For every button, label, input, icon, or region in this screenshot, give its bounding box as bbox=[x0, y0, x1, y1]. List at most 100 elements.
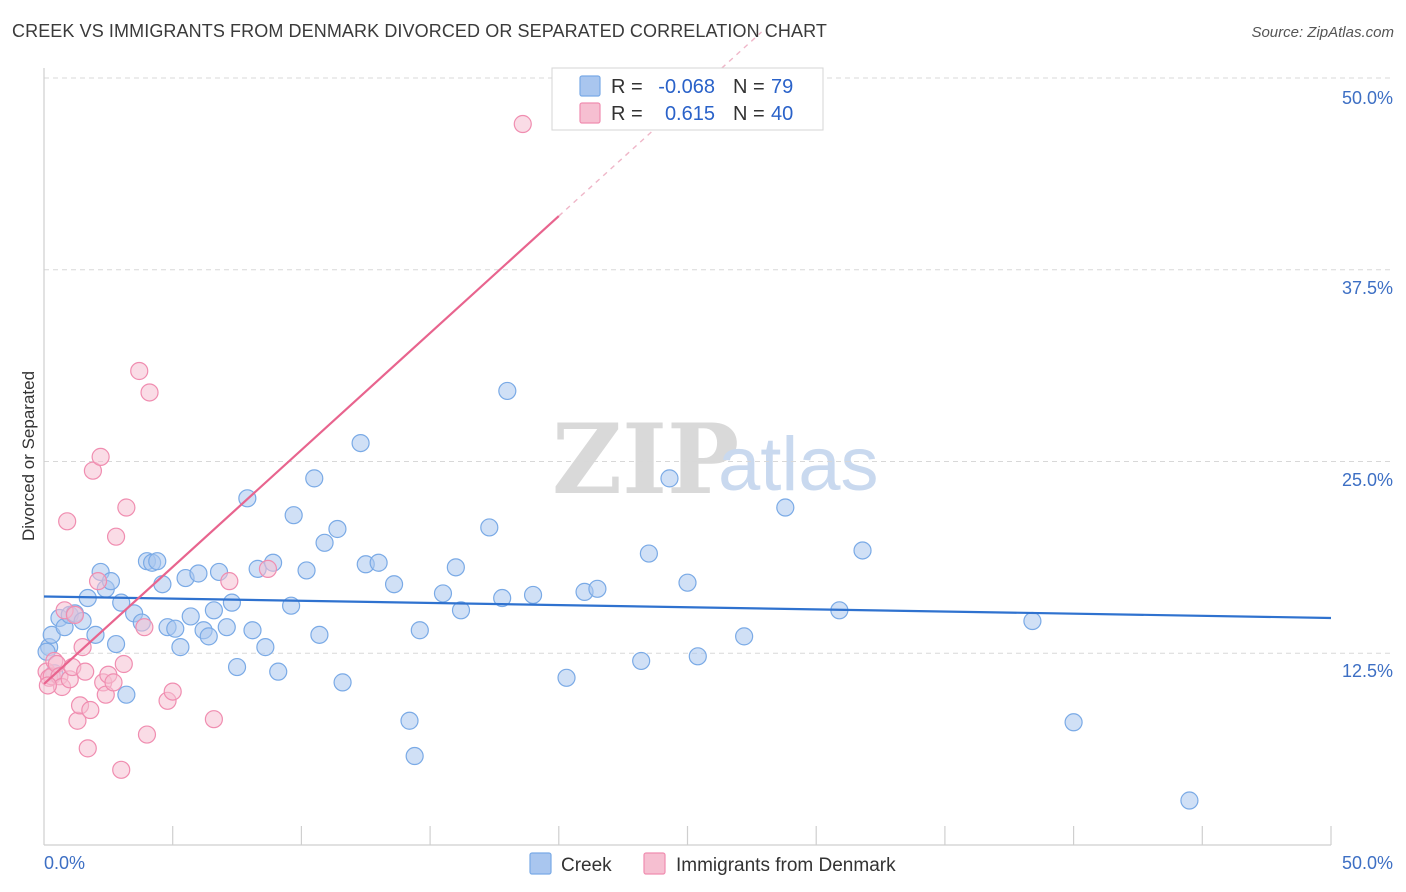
denmark-point-20 bbox=[91, 447, 110, 466]
creek-point-76 bbox=[1064, 713, 1083, 732]
y-tick-label-12-5: 12.5% bbox=[1342, 661, 1393, 681]
legend-bottom-label-denmark: Immigrants from Denmark bbox=[676, 855, 896, 876]
creek-point-44 bbox=[305, 469, 324, 488]
denmark-point-28 bbox=[112, 760, 131, 779]
denmark-point-30 bbox=[135, 618, 154, 637]
legend-r-value-creek: -0.068 bbox=[658, 76, 715, 98]
denmark-point-27 bbox=[117, 498, 136, 517]
x-axis-ticks bbox=[172, 826, 1332, 845]
denmark-point-15 bbox=[76, 662, 95, 681]
creek-point-53 bbox=[400, 711, 419, 730]
legend-stats: R = -0.068 N = 79 R = 0.615 N = 40 bbox=[551, 67, 824, 131]
legend-r-label-creek: R = bbox=[611, 76, 643, 98]
creek-point-29 bbox=[199, 627, 218, 646]
creek-point-43 bbox=[297, 561, 316, 580]
creek-point-20 bbox=[148, 552, 167, 571]
creek-point-57 bbox=[446, 558, 465, 577]
denmark-point-24 bbox=[104, 673, 123, 692]
creek-point-61 bbox=[498, 381, 517, 401]
denmark-point-25 bbox=[106, 527, 126, 546]
creek-point-36 bbox=[243, 621, 262, 640]
creek-point-68 bbox=[660, 469, 679, 488]
legend-series: Creek Immigrants from Denmark bbox=[529, 852, 896, 876]
creek-point-21 bbox=[153, 575, 172, 594]
creek-point-45 bbox=[310, 625, 329, 644]
chart-title: CREEK VS IMMIGRANTS FROM DENMARK DIVORCE… bbox=[12, 21, 827, 41]
creek-point-13 bbox=[106, 634, 126, 654]
y-tick-label-50: 50.0% bbox=[1342, 88, 1393, 108]
creek-point-42 bbox=[284, 506, 303, 525]
scatter-points bbox=[37, 114, 1199, 810]
creek-point-40 bbox=[269, 662, 288, 681]
y-tick-label-37-5: 37.5% bbox=[1342, 278, 1393, 298]
creek-point-23 bbox=[166, 619, 185, 638]
legend-n-label-creek: N = bbox=[733, 76, 765, 98]
creek-point-65 bbox=[588, 579, 607, 598]
creek-point-34 bbox=[227, 657, 247, 677]
x-tick-label-50: 50.0% bbox=[1342, 853, 1393, 873]
legend-r-value-denmark: 0.615 bbox=[665, 103, 715, 125]
source-credit: Source: ZipAtlas.com bbox=[1251, 24, 1394, 41]
creek-point-63 bbox=[557, 668, 576, 687]
denmark-point-35 bbox=[204, 710, 223, 729]
denmark-point-31 bbox=[137, 725, 157, 744]
creek-trend-line bbox=[43, 595, 1332, 620]
creek-point-52 bbox=[384, 575, 404, 594]
denmark-point-26 bbox=[114, 654, 133, 674]
creek-point-32 bbox=[217, 618, 236, 637]
creek-point-66 bbox=[632, 651, 651, 671]
denmark-point-37 bbox=[258, 559, 278, 578]
creek-point-62 bbox=[523, 585, 543, 605]
creek-point-60 bbox=[493, 588, 512, 608]
denmark-point-17 bbox=[81, 700, 100, 720]
creek-point-71 bbox=[735, 627, 754, 646]
denmark-point-34 bbox=[163, 682, 182, 701]
creek-point-49 bbox=[351, 433, 370, 453]
denmark-point-38 bbox=[513, 114, 532, 134]
legend-r-label-denmark: R = bbox=[611, 103, 643, 125]
creek-point-70 bbox=[688, 647, 707, 666]
trend-lines bbox=[43, 31, 1332, 685]
creek-point-58 bbox=[451, 601, 471, 620]
creek-point-9 bbox=[86, 625, 105, 644]
denmark-point-32 bbox=[140, 383, 159, 402]
creek-point-38 bbox=[256, 638, 275, 657]
creek-point-55 bbox=[410, 621, 429, 640]
creek-point-56 bbox=[433, 584, 453, 603]
creek-point-27 bbox=[189, 564, 208, 583]
creek-point-24 bbox=[171, 638, 190, 657]
legend-bottom-swatch-denmark bbox=[643, 852, 666, 875]
denmark-point-11 bbox=[65, 605, 84, 625]
denmark-trend-line bbox=[43, 215, 560, 685]
creek-point-74 bbox=[853, 541, 872, 560]
gridlines bbox=[44, 77, 1392, 654]
legend-bottom-label-creek: Creek bbox=[561, 855, 612, 876]
watermark-zip: ZIP bbox=[552, 403, 739, 516]
legend-swatch-creek bbox=[579, 75, 601, 97]
legend-n-value-denmark: 40 bbox=[771, 103, 793, 125]
denmark-point-29 bbox=[130, 361, 149, 381]
y-axis-label: Divorced or Separated bbox=[19, 371, 38, 541]
creek-point-47 bbox=[328, 519, 347, 539]
creek-point-26 bbox=[181, 607, 200, 626]
denmark-point-19 bbox=[88, 572, 108, 591]
legend-swatch-denmark bbox=[579, 102, 601, 124]
x-tick-label-0: 0.0% bbox=[44, 853, 85, 873]
legend-n-label-denmark: N = bbox=[733, 103, 765, 125]
denmark-point-8 bbox=[58, 512, 77, 531]
denmark-point-39 bbox=[38, 676, 57, 695]
creek-point-69 bbox=[678, 573, 697, 592]
creek-point-54 bbox=[405, 746, 424, 766]
denmark-point-16 bbox=[78, 739, 97, 758]
creek-point-15 bbox=[117, 685, 136, 704]
legend-bottom-swatch-creek bbox=[529, 852, 552, 875]
y-tick-label-25: 25.0% bbox=[1342, 470, 1393, 490]
creek-point-77 bbox=[1180, 791, 1199, 810]
creek-point-30 bbox=[204, 601, 223, 620]
creek-point-72 bbox=[776, 498, 795, 517]
creek-point-59 bbox=[480, 518, 499, 537]
legend-n-value-creek: 79 bbox=[771, 76, 793, 98]
watermark: ZIP atlas bbox=[552, 403, 879, 516]
creek-point-46 bbox=[315, 533, 334, 552]
denmark-point-36 bbox=[220, 572, 239, 591]
